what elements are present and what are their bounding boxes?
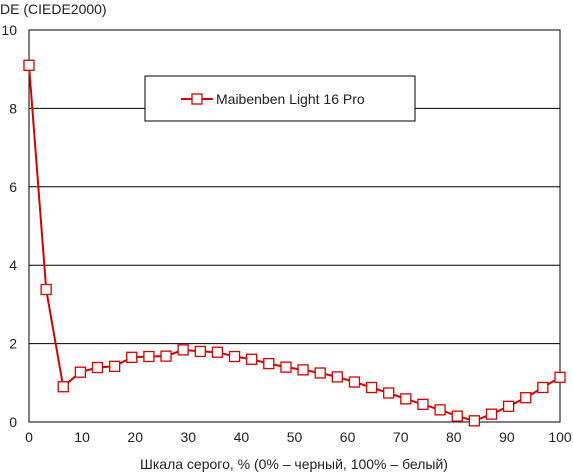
legend-box — [144, 75, 416, 122]
series-point — [451, 410, 463, 422]
series-point — [109, 360, 121, 372]
x-tick-label: 90 — [499, 429, 515, 445]
x-tick-label: 0 — [25, 429, 33, 445]
x-tick-label: 40 — [234, 429, 250, 445]
series-point — [126, 351, 138, 363]
legend: Maibenben Light 16 Pro — [144, 75, 416, 122]
series-point — [160, 350, 172, 362]
series-point — [417, 398, 429, 411]
y-tick-label: 6 — [9, 179, 17, 195]
series-point — [194, 345, 206, 358]
series-point — [520, 392, 532, 404]
series-point — [554, 371, 566, 383]
y-tick-labels: 0 2 4 6 8 10 — [1, 22, 17, 430]
y-tick-label: 4 — [9, 257, 17, 273]
series-point — [211, 346, 224, 358]
x-tick-label: 80 — [446, 429, 462, 445]
y-axis-label: DE (CIEDE2000) — [0, 1, 107, 17]
legend-series-name: Maibenben Light 16 Pro — [216, 91, 365, 107]
series-point — [23, 59, 35, 71]
x-tick-label: 100 — [548, 429, 572, 445]
series-point — [263, 357, 275, 370]
x-tick-label: 30 — [181, 429, 197, 445]
x-tick-label: 10 — [74, 429, 90, 445]
series-point — [74, 366, 87, 378]
series-point — [143, 350, 155, 363]
y-tick-label: 10 — [1, 22, 17, 38]
series-point — [40, 283, 52, 296]
series-point — [331, 371, 343, 383]
series-point — [383, 387, 395, 399]
series-point — [468, 415, 480, 427]
series-point — [297, 364, 309, 376]
legend-series-marker — [191, 93, 203, 105]
series-point — [365, 381, 378, 394]
series-point — [434, 404, 446, 416]
plot-frame — [28, 29, 561, 423]
x-axis-label: Шкала серого, % (0% – черный, 100% – бел… — [140, 456, 448, 472]
x-tick-label: 20 — [127, 429, 143, 445]
series-point — [246, 353, 258, 365]
y-tick-label: 2 — [9, 336, 17, 352]
x-tick-label: 50 — [287, 429, 303, 445]
x-tick-label: 60 — [340, 429, 356, 445]
series-point — [485, 408, 498, 420]
series-point — [348, 376, 361, 388]
series-point — [537, 381, 549, 394]
series-point — [177, 344, 189, 356]
y-tick-label: 8 — [9, 100, 17, 116]
y-tick-label: 0 — [9, 414, 17, 430]
x-tick-label: 70 — [393, 429, 409, 445]
series-point — [502, 400, 515, 412]
series-point — [314, 367, 326, 379]
series-point — [57, 381, 69, 393]
x-tick-labels: 0 10 20 30 40 50 60 70 80 90 100 — [25, 429, 572, 445]
series-point — [280, 361, 292, 373]
series-point — [91, 361, 104, 374]
series-point — [228, 350, 241, 363]
series-point — [400, 393, 412, 405]
series-layer — [23, 59, 566, 427]
